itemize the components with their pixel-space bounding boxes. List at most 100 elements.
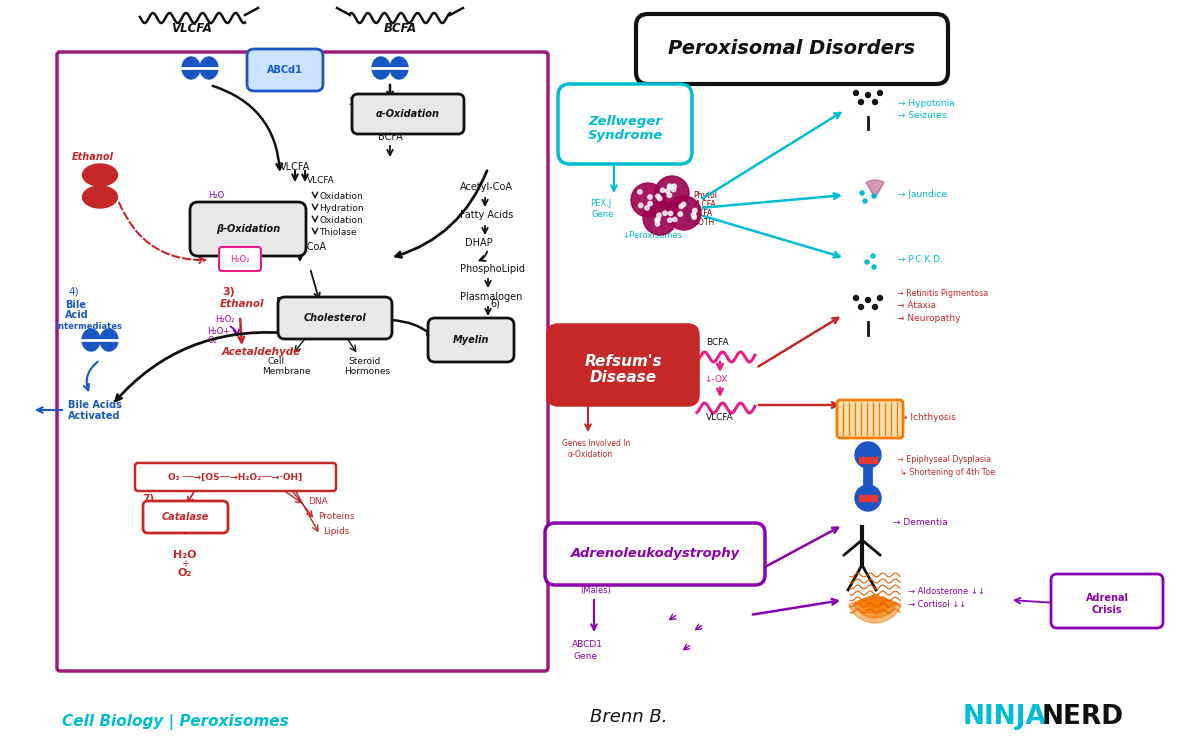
Text: H₂O: H₂O [208, 191, 224, 200]
Circle shape [871, 254, 875, 258]
Wedge shape [858, 595, 892, 613]
Text: Genes Involved In: Genes Involved In [562, 439, 630, 448]
Text: +: + [208, 200, 215, 209]
Circle shape [638, 203, 643, 208]
Circle shape [872, 194, 876, 198]
Text: α-Oxidation: α-Oxidation [568, 450, 613, 459]
Text: VLCFA: VLCFA [706, 413, 733, 422]
Circle shape [865, 260, 869, 264]
Text: Intermediates: Intermediates [55, 322, 122, 331]
Text: PEX.J: PEX.J [590, 199, 611, 208]
Text: α-Oxidation: α-Oxidation [376, 109, 440, 119]
Text: Crisis: Crisis [1092, 605, 1122, 615]
Circle shape [858, 304, 864, 310]
Circle shape [692, 214, 696, 219]
Text: VLCFA: VLCFA [172, 22, 212, 35]
Circle shape [872, 265, 876, 269]
Text: Bile: Bile [65, 300, 86, 310]
Circle shape [860, 191, 864, 195]
Circle shape [668, 211, 673, 216]
Text: → Neuropathy: → Neuropathy [898, 314, 960, 323]
Circle shape [655, 194, 660, 199]
Ellipse shape [100, 329, 118, 351]
Text: → Epiphyseal Dysplasia: → Epiphyseal Dysplasia [898, 455, 991, 464]
Circle shape [854, 485, 881, 511]
Text: → Ataxia: → Ataxia [898, 301, 936, 310]
Text: Acetyl-CoA: Acetyl-CoA [460, 182, 514, 192]
Ellipse shape [182, 57, 200, 79]
FancyBboxPatch shape [545, 523, 766, 585]
Circle shape [667, 184, 672, 188]
Text: ↓Peroxisomes: ↓Peroxisomes [622, 231, 682, 240]
Text: VLCFA: VLCFA [307, 176, 335, 185]
Wedge shape [848, 595, 901, 623]
Text: 2): 2) [348, 97, 359, 107]
FancyBboxPatch shape [548, 325, 698, 405]
Circle shape [853, 91, 858, 95]
Text: → Jaundice: → Jaundice [898, 190, 947, 199]
Text: Lipids: Lipids [323, 527, 349, 536]
Text: → P.C.K.D.: → P.C.K.D. [898, 255, 943, 264]
Text: Membrane: Membrane [262, 367, 311, 376]
Circle shape [853, 296, 858, 301]
Circle shape [692, 209, 697, 213]
Circle shape [643, 201, 677, 235]
Text: → Ichthyosis: → Ichthyosis [900, 413, 956, 422]
Circle shape [655, 222, 660, 226]
FancyBboxPatch shape [859, 495, 877, 501]
Text: DHAP: DHAP [466, 238, 493, 248]
Wedge shape [868, 595, 882, 603]
Text: Zellweger: Zellweger [588, 116, 662, 128]
Text: Autosomal Recessive: Autosomal Recessive [568, 148, 648, 157]
FancyBboxPatch shape [143, 501, 228, 533]
Text: Cholesterol: Cholesterol [304, 313, 366, 323]
Text: ↓-OX: ↓-OX [704, 375, 727, 384]
Circle shape [662, 211, 667, 215]
Text: Peroxisomal Disorders: Peroxisomal Disorders [668, 40, 916, 58]
Text: Cell: Cell [268, 357, 286, 366]
Text: Acetyl-CoA: Acetyl-CoA [274, 242, 326, 252]
FancyBboxPatch shape [134, 463, 336, 491]
Text: → Retinitis Pigmentosa: → Retinitis Pigmentosa [898, 289, 989, 298]
Text: → Cortisol ↓↓: → Cortisol ↓↓ [908, 600, 966, 609]
Text: BCFA: BCFA [378, 132, 402, 142]
Wedge shape [866, 180, 884, 198]
Circle shape [678, 212, 683, 216]
Text: VLCFA  BCFA: VLCFA BCFA [667, 561, 714, 570]
Text: DNA: DNA [308, 497, 328, 506]
Text: Bile Acids: Bile Acids [68, 400, 122, 410]
FancyBboxPatch shape [220, 247, 262, 271]
Text: → Seizures: → Seizures [898, 111, 947, 120]
Ellipse shape [372, 57, 390, 79]
Text: Phytol: Phytol [694, 191, 718, 200]
Text: X-Linked Recessive: X-Linked Recessive [574, 575, 654, 584]
Circle shape [667, 196, 701, 230]
Circle shape [648, 195, 652, 200]
Circle shape [655, 176, 689, 210]
Ellipse shape [83, 164, 118, 186]
FancyBboxPatch shape [428, 318, 514, 362]
FancyBboxPatch shape [1051, 574, 1163, 628]
Circle shape [667, 218, 672, 222]
Text: Activated: Activated [68, 411, 120, 421]
Circle shape [858, 100, 864, 104]
Circle shape [672, 184, 677, 188]
FancyBboxPatch shape [859, 457, 877, 463]
Text: → Dementia: → Dementia [893, 518, 948, 527]
Text: Cell Biology | Peroxisomes: Cell Biology | Peroxisomes [62, 714, 289, 730]
Text: → Aldosterone ↓↓: → Aldosterone ↓↓ [908, 587, 985, 596]
Text: Proteins: Proteins [318, 512, 354, 521]
Text: Plasmalogen: Plasmalogen [460, 292, 522, 302]
Circle shape [854, 442, 881, 468]
Text: 4): 4) [68, 287, 79, 297]
FancyBboxPatch shape [352, 94, 464, 134]
Text: H₂O₂: H₂O₂ [230, 254, 250, 263]
FancyBboxPatch shape [247, 49, 323, 91]
Text: Catalase: Catalase [161, 512, 209, 522]
Circle shape [655, 218, 659, 223]
Text: Oxidation: Oxidation [319, 192, 362, 201]
Text: O₂: O₂ [208, 336, 217, 345]
Circle shape [660, 188, 665, 193]
Text: Hydration: Hydration [319, 204, 364, 213]
Circle shape [637, 190, 642, 194]
